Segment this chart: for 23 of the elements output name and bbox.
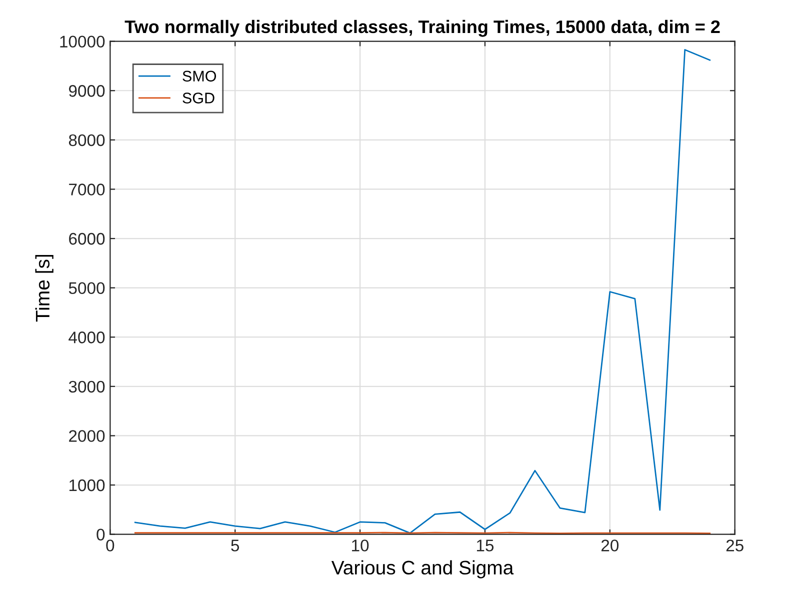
y-tick-label: 10000 [60,36,105,48]
y-tick-label: 4000 [68,332,105,344]
x-tick-label: 10 [352,540,369,552]
y-tick-label: 8000 [68,134,105,146]
y-tick-label: 1000 [69,479,105,492]
x-tick-label: 15 [476,540,494,552]
y-tick-label: 2000 [69,430,105,442]
y-tick-label: 7000 [69,184,105,196]
line-series [134,49,711,534]
y-tick-label: 0 [96,528,105,541]
y-tick-label: 6000 [69,232,105,245]
y-tick-label: 3000 [68,380,105,393]
y-tick-label: 9000 [68,85,105,97]
y-tick-label: 5000 [68,282,105,294]
legend-label: SGD [182,92,214,104]
x-tick-label: 25 [726,540,744,552]
legend-label: SMO [182,70,216,82]
x-tick-label: 5 [231,540,240,552]
chart-title: Two normally distributed classes, Training Times, 15000 data, dim = 2 [124,20,720,37]
x-axis-title: Various C and Sigma [331,560,514,578]
x-tick-label: 0 [106,540,114,552]
x-tick-label: 20 [601,540,619,552]
y-axis-title: Time [s] [35,255,54,322]
